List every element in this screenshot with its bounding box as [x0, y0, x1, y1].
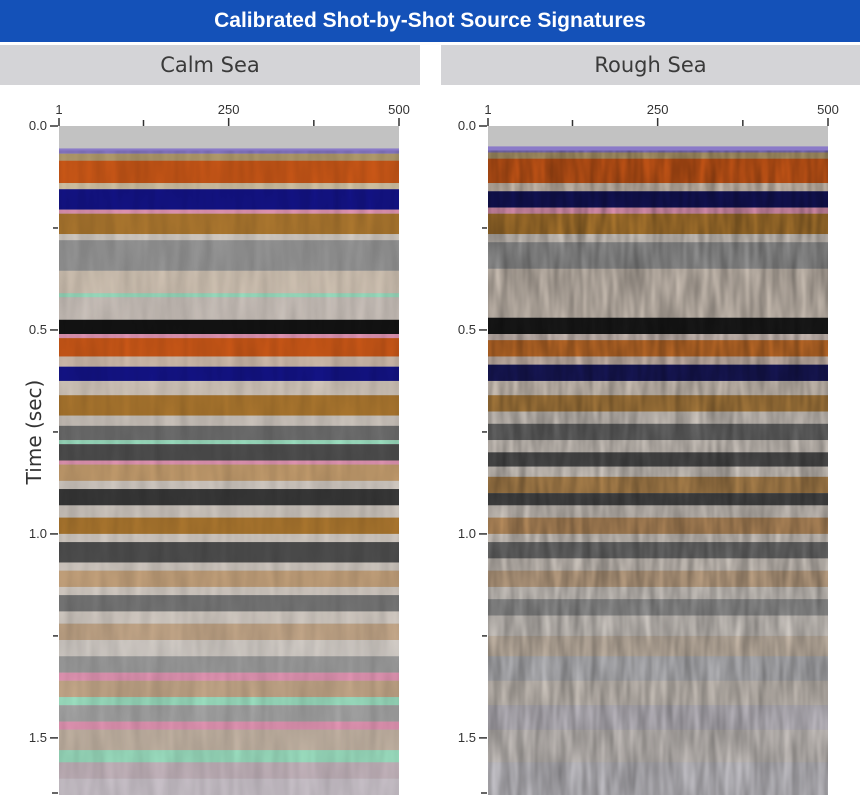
y-tick-label: 1.5	[458, 730, 476, 745]
reflection-band	[59, 126, 399, 149]
reflection-band	[488, 146, 828, 153]
trace-texture	[59, 150, 399, 796]
y-tick-label: 0.5	[458, 322, 476, 337]
panel-header-rough-sea: Rough Sea	[441, 45, 860, 85]
panel-rough-sea: 1 250 500 0.0 0.5 1.0 1.5	[458, 102, 839, 796]
y-tick-label: 0.0	[458, 118, 476, 133]
x-tick-label: 250	[647, 102, 669, 117]
y-tick-label: 1.5	[29, 730, 47, 745]
y-tick-label: 0.0	[29, 118, 47, 133]
x-tick-label: 500	[817, 102, 839, 117]
x-tick-label: 1	[55, 102, 62, 117]
x-tick-label: 1	[484, 102, 491, 117]
panel-calm-sea: 1 250 500 0.0 0.5 1.0 1.5	[29, 102, 410, 796]
y-tick-label: 1.0	[458, 526, 476, 541]
y-tick-label: 1.0	[29, 526, 47, 541]
x-tick-label: 250	[218, 102, 240, 117]
trace-texture	[488, 150, 828, 796]
y-tick-label: 0.5	[29, 322, 47, 337]
reflection-band	[488, 126, 828, 147]
x-tick-label: 500	[388, 102, 410, 117]
panel-header-calm-sea: Calm Sea	[0, 45, 420, 85]
chart-title: Calibrated Shot-by-Shot Source Signature…	[0, 0, 860, 42]
y-axis-label: Time (sec)	[22, 380, 46, 486]
